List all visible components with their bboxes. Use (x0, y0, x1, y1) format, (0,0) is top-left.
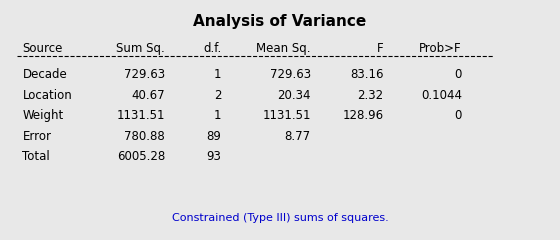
Text: Total: Total (22, 150, 50, 163)
Text: 780.88: 780.88 (124, 130, 165, 143)
Text: 2: 2 (214, 89, 221, 102)
Text: d.f.: d.f. (203, 42, 221, 55)
Text: F: F (377, 42, 384, 55)
Text: Error: Error (22, 130, 52, 143)
Text: 2.32: 2.32 (357, 89, 384, 102)
Text: 89: 89 (206, 130, 221, 143)
Text: Decade: Decade (22, 68, 67, 81)
Text: Prob>F: Prob>F (419, 42, 462, 55)
Text: 6005.28: 6005.28 (117, 150, 165, 163)
Text: Location: Location (22, 89, 72, 102)
Text: 1131.51: 1131.51 (262, 109, 311, 122)
Text: 729.63: 729.63 (270, 68, 311, 81)
Text: 8.77: 8.77 (284, 130, 311, 143)
Text: 1: 1 (214, 109, 221, 122)
Text: 0: 0 (455, 68, 462, 81)
Text: 1: 1 (214, 68, 221, 81)
Text: 0: 0 (455, 109, 462, 122)
Text: 40.67: 40.67 (132, 89, 165, 102)
Text: Constrained (Type III) sums of squares.: Constrained (Type III) sums of squares. (171, 213, 389, 223)
Text: Mean Sq.: Mean Sq. (256, 42, 311, 55)
Text: 93: 93 (206, 150, 221, 163)
Text: Sum Sq.: Sum Sq. (116, 42, 165, 55)
Text: 128.96: 128.96 (343, 109, 384, 122)
Text: 1131.51: 1131.51 (116, 109, 165, 122)
Text: 20.34: 20.34 (277, 89, 311, 102)
Text: Weight: Weight (22, 109, 64, 122)
Text: 83.16: 83.16 (350, 68, 384, 81)
Text: Source: Source (22, 42, 63, 55)
Text: Analysis of Variance: Analysis of Variance (193, 14, 367, 30)
Text: 729.63: 729.63 (124, 68, 165, 81)
Text: 0.1044: 0.1044 (421, 89, 462, 102)
